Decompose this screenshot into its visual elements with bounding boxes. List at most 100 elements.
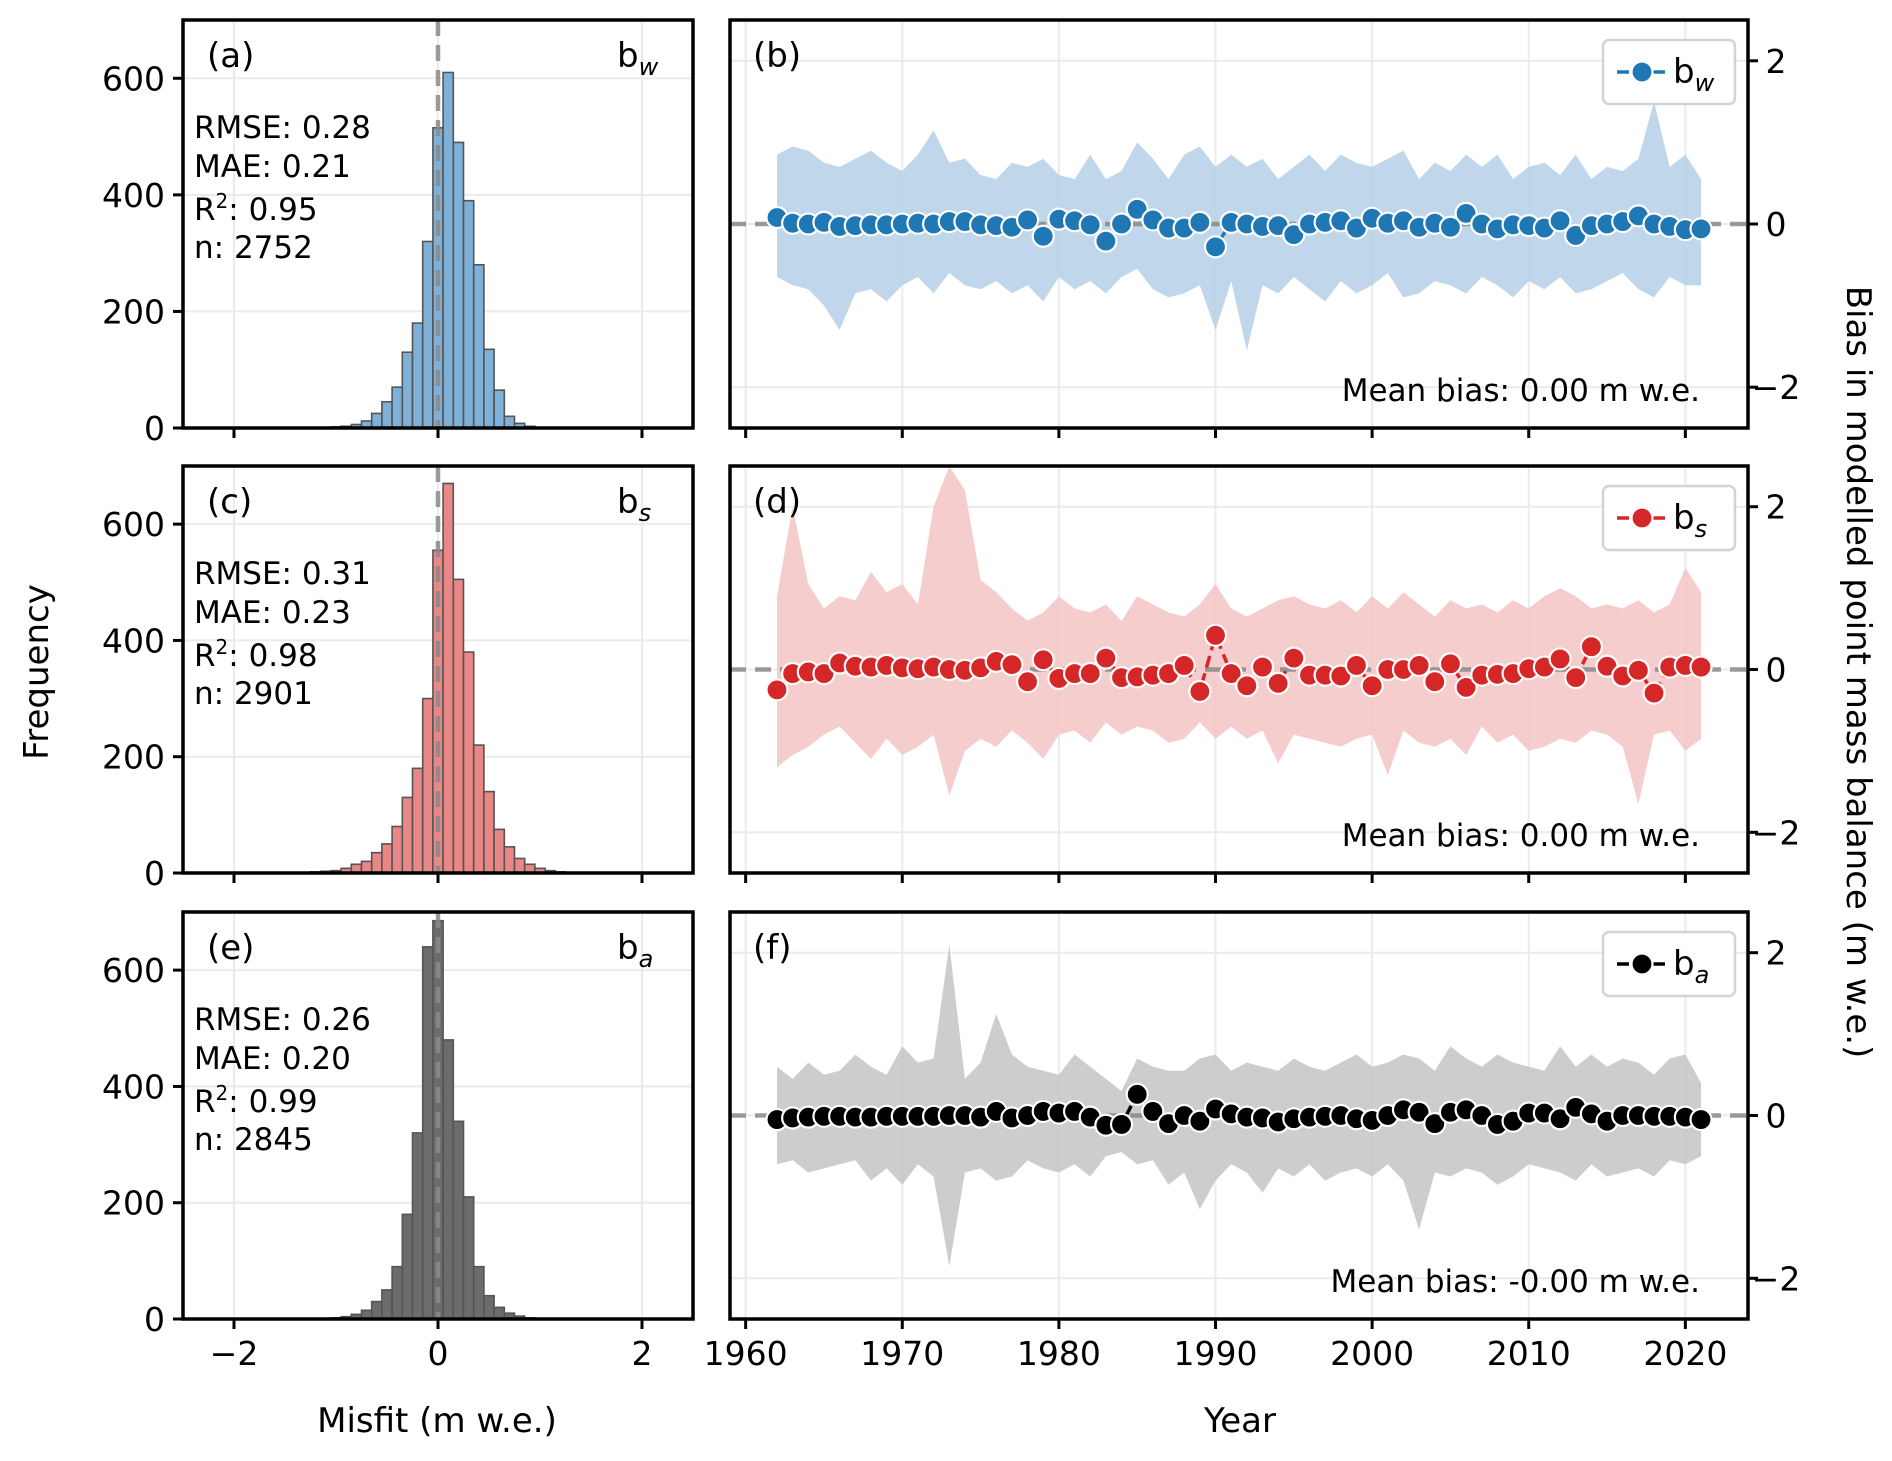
histogram-bar (401, 796, 414, 874)
histogram-bar (381, 400, 393, 429)
legend-label-base: b (1673, 944, 1695, 984)
y-tick-label: 200 (102, 1184, 165, 1223)
series-marker (1564, 666, 1588, 690)
histogram-bar (483, 790, 495, 874)
y-tick-label: 0 (144, 854, 165, 893)
histogram-bar (452, 578, 465, 874)
series-tag-base: b (617, 928, 639, 968)
y-tick-label: −2 (1752, 813, 1801, 852)
legend-label: ba (1673, 944, 1709, 989)
panel-label: (e) (207, 928, 254, 968)
y-tick-label: 0 (1766, 205, 1787, 244)
x-tick-label: 1990 (1174, 1334, 1258, 1373)
y-tick-label: −2 (1752, 1259, 1801, 1298)
histogram-bar (370, 1300, 383, 1320)
y-tick-label: 400 (102, 1067, 165, 1106)
panel-b: (b) bw Mean bias: 0.00 m w.e. −2 0 2 (728, 18, 1800, 438)
series-marker (1125, 197, 1149, 221)
histogram-bar (421, 240, 434, 429)
legend-box (1601, 38, 1737, 106)
legend-marker (1630, 60, 1654, 84)
legend-label-subscript: w (1695, 69, 1715, 97)
histogram-bar (442, 482, 455, 874)
x-tick-label: 2010 (1487, 1334, 1571, 1373)
frequency-axis-label: Frequency (17, 584, 57, 760)
panel-f: (f) ba Mean bias: -0.00 m w.e. −2 0 2 1960 1970… (704, 910, 1801, 1373)
y-tick-label: 0 (144, 1300, 165, 1339)
r2-stat: R2: 0.95 (194, 189, 318, 228)
series-tag-subscript: s (639, 499, 652, 527)
series-marker (1250, 655, 1275, 679)
y-tick-label: 2 (1766, 42, 1787, 81)
histogram-bar (391, 825, 404, 874)
series-marker (1235, 674, 1259, 698)
r2-value: : 0.99 (228, 1084, 317, 1120)
y-tick-label: 600 (102, 505, 165, 544)
series-marker (1266, 671, 1290, 695)
histogram-bar (411, 1132, 424, 1320)
panel-label: (a) (207, 36, 254, 76)
r2-stat: R2: 0.99 (194, 1081, 318, 1120)
legend-label-subscript: a (1695, 961, 1710, 989)
series-marker (1454, 675, 1478, 700)
series-tag-base: b (617, 36, 639, 76)
mean-bias-annotation: Mean bias: -0.00 m w.e. (1331, 1264, 1700, 1300)
series-marker (1078, 213, 1102, 237)
series-tag: bw (617, 36, 659, 81)
r2-superscript: 2 (216, 635, 229, 659)
series-marker (1689, 1107, 1713, 1132)
series-marker (1454, 201, 1478, 225)
series-marker (1689, 217, 1713, 241)
sample-count-stat: n: 2901 (194, 676, 313, 712)
series-tag-subscript: w (639, 53, 659, 81)
legend-marker (1630, 506, 1654, 530)
series-marker (1203, 623, 1228, 647)
panel-d: (d) bs Mean bias: 0.00 m w.e. −2 0 2 (728, 464, 1801, 883)
x-tick-label: 0 (428, 1334, 449, 1373)
legend-label-base: b (1673, 52, 1695, 92)
histogram-bar (462, 651, 475, 874)
panel-frame (181, 910, 695, 1321)
r2-stat: R2: 0.98 (194, 635, 318, 674)
histogram-bar (442, 1039, 455, 1320)
histogram-bar (452, 1120, 465, 1320)
rmse-stat: RMSE: 0.26 (194, 1002, 371, 1038)
series-marker (1579, 635, 1603, 659)
uncertainty-band (777, 466, 1701, 804)
series-marker (1188, 210, 1212, 234)
histogram-bar (381, 843, 393, 874)
panel-frame (728, 910, 1750, 1321)
x-tick-label: 1960 (704, 1334, 788, 1373)
series-marker (1094, 646, 1118, 670)
series-marker (765, 678, 789, 702)
y-tick-label: 600 (102, 951, 165, 990)
series-marker (1172, 653, 1196, 678)
x-tick-label: 1980 (1017, 1334, 1101, 1373)
histogram-bar (391, 1265, 404, 1320)
histogram-bar (503, 846, 516, 874)
mean-bias-annotation: Mean bias: 0.00 m w.e. (1342, 373, 1700, 409)
series-marker (1360, 674, 1384, 698)
series-marker (1626, 658, 1650, 682)
x-tick-label: 2000 (1330, 1334, 1414, 1373)
series-marker (1642, 681, 1666, 705)
rmse-stat: RMSE: 0.31 (194, 556, 371, 592)
series-marker (1109, 1112, 1134, 1137)
misfit-axis-label: Misfit (m w.e.) (317, 1401, 557, 1441)
histogram-bar (483, 348, 495, 429)
series-marker (1000, 653, 1024, 677)
series-marker (1125, 1082, 1149, 1106)
series-marker (1094, 229, 1118, 253)
x-tick-label: 2 (632, 1334, 653, 1373)
legend-marker (1630, 952, 1654, 976)
histogram-bar (370, 851, 383, 874)
y-tick-label: 2 (1766, 934, 1787, 973)
y-tick-label: 400 (102, 176, 165, 215)
panel-label: (d) (753, 482, 801, 522)
series-marker (1438, 215, 1463, 239)
histogram-bar (462, 199, 475, 429)
histogram-bar (472, 1265, 485, 1320)
legend-box (1601, 484, 1737, 552)
r2-value: : 0.98 (228, 638, 317, 674)
